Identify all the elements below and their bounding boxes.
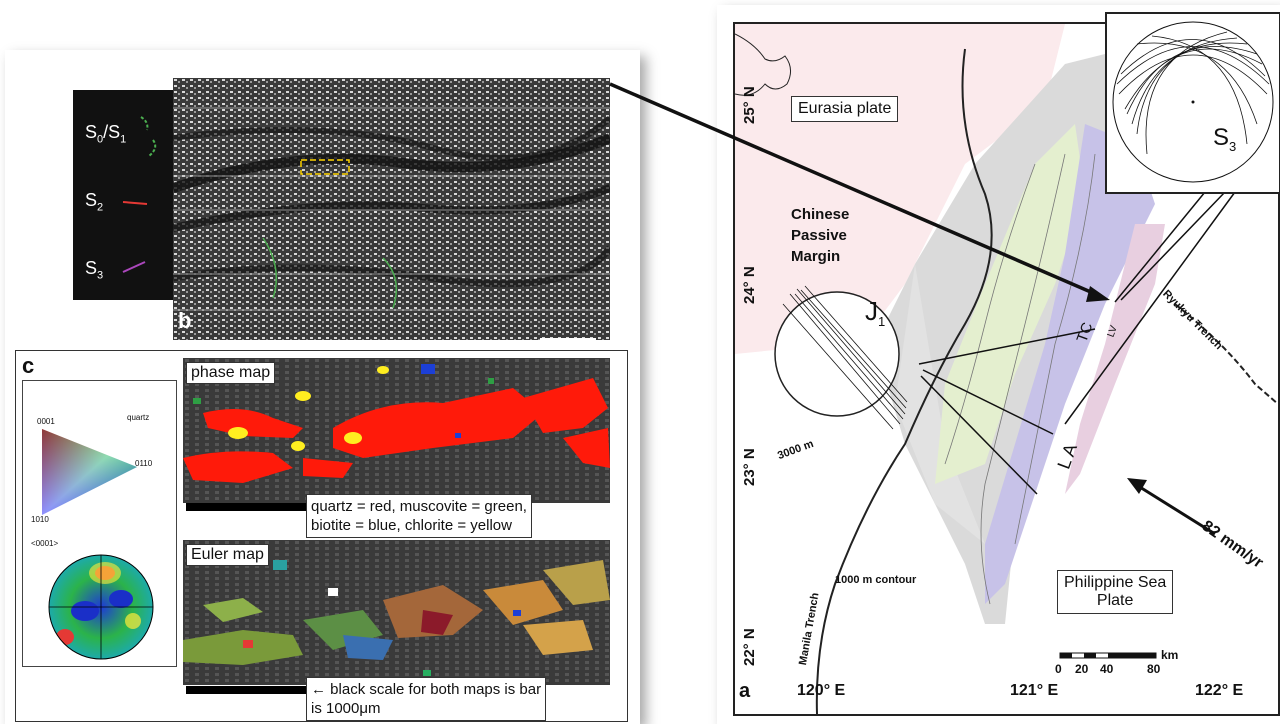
philippine-line-1: Philippine Sea — [1064, 574, 1167, 591]
ipf-mineral-label: quartz — [127, 413, 150, 422]
ipf-top-label: 0001 — [37, 417, 55, 426]
scale-bar-b — [540, 338, 596, 345]
philippine-line-2: Plate — [1096, 592, 1134, 609]
pole-figure — [48, 554, 154, 660]
thin-section-texture — [173, 78, 610, 340]
philippine-plate-label: Philippine Sea Plate — [1057, 570, 1174, 614]
chinese-margin-line-2: Passive — [791, 227, 847, 244]
lon-122: 122° E — [1195, 682, 1244, 699]
phase-map-image: phase map — [183, 358, 610, 503]
scale-tick-40: 40 — [1100, 662, 1114, 676]
phase-map-label: phase map — [186, 362, 276, 384]
phase-map-scale-bar — [186, 503, 306, 511]
phase-caption-line-2: biotite = blue, chlorite = yellow — [311, 517, 512, 534]
panel-c-letter: c — [22, 353, 35, 378]
foliation-legend: S0/S1 S2 S3 — [73, 90, 173, 300]
contour-1000-label: 1000 m contour — [835, 574, 917, 586]
eurasia-plate-label: Eurasia plate — [791, 96, 899, 122]
lat-22: 22° N — [741, 628, 758, 666]
panel-a-letter: a — [739, 680, 751, 702]
euler-map-image: Euler map — [183, 540, 610, 685]
ipf-right-label: 0110 — [135, 459, 153, 468]
legend-s2: S2 — [85, 190, 104, 214]
s0s1-symbol — [140, 116, 157, 157]
euler-caption-line-2: is 1000μm — [311, 700, 381, 717]
ipf-legend: 0001 quartz 0110 1010 <0001> — [22, 380, 177, 667]
lat-24: 24° N — [741, 266, 758, 304]
s3-label: S3 — [1213, 124, 1237, 154]
lon-120: 120° E — [797, 682, 846, 699]
s2-symbol — [122, 201, 148, 205]
scale-tick-0: 0 — [1055, 662, 1062, 676]
chinese-margin-line-3: Margin — [791, 248, 841, 265]
lon-121: 121° E — [1010, 682, 1059, 699]
euler-map-scale-bar — [186, 686, 306, 694]
j1-label: J1 — [865, 296, 886, 330]
panel-b-letter: b — [178, 308, 192, 333]
phase-map-caption: quartz = red, muscovite = green, biotite… — [306, 494, 532, 538]
scale-tick-20: 20 — [1075, 662, 1089, 676]
lat-23: 23° N — [741, 448, 758, 486]
euler-caption-text-1: black scale for both maps is bar — [330, 681, 542, 698]
phase-caption-line-1: quartz = red, muscovite = green, — [311, 498, 527, 515]
arrow-left-icon: ← — [311, 681, 326, 698]
legend-s0s1: S0/S1 — [85, 122, 127, 146]
legend-s3: S3 — [85, 258, 104, 282]
euler-map-caption: ← black scale for both maps is bar is 10… — [306, 677, 547, 721]
euler-caption-line-1: ← black scale for both maps is bar — [311, 680, 541, 699]
ipf-color-triangle — [42, 429, 137, 515]
s3-stereonet — [1112, 21, 1274, 183]
chinese-margin-line-1: Chinese — [791, 206, 850, 223]
scale-unit: km — [1161, 648, 1179, 662]
s3-stereonet-inset: S3 — [1105, 12, 1280, 194]
ipf-bottom-label: 1010 — [31, 515, 49, 524]
s3-symbol — [122, 261, 146, 273]
thin-section-image — [173, 78, 610, 340]
pole-figure-label: <0001> — [31, 539, 59, 548]
chinese-margin-label: Chinese Passive Margin — [791, 204, 849, 267]
scale-tick-80: 80 — [1147, 662, 1161, 676]
euler-map-label: Euler map — [186, 544, 269, 566]
lat-25: 25° N — [741, 86, 758, 124]
